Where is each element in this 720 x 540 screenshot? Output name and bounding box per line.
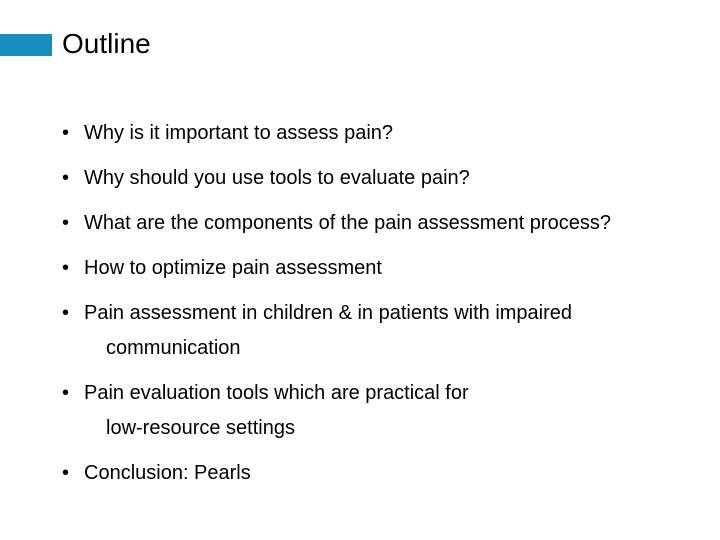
list-item-text: What are the components of the pain asse… xyxy=(84,212,611,234)
list-item: What are the components of the pain asse… xyxy=(62,208,680,239)
list-item-text: Pain assessment in children & in patient… xyxy=(84,302,572,324)
list-item-text: How to optimize pain assessment xyxy=(84,257,382,279)
list-item-text: Pain evaluation tools which are practica… xyxy=(84,382,469,404)
list-item-text: Why should you use tools to evaluate pai… xyxy=(84,167,470,189)
accent-bar xyxy=(0,34,52,56)
list-item: How to optimize pain assessment xyxy=(62,253,680,284)
slide: { "accent_color": "#188bbf", "accent_bar… xyxy=(0,0,720,540)
list-item: Why is it important to assess pain? xyxy=(62,118,680,149)
slide-title: Outline xyxy=(62,28,151,60)
bullet-list: Why is it important to assess pain? Why … xyxy=(62,118,680,503)
list-item-text: Why is it important to assess pain? xyxy=(84,122,393,144)
list-item-text: Conclusion: Pearls xyxy=(84,462,251,484)
list-item: Conclusion: Pearls xyxy=(62,458,680,489)
list-item: Why should you use tools to evaluate pai… xyxy=(62,163,680,194)
list-item: Pain evaluation tools which are practica… xyxy=(62,378,680,444)
list-item-cont: low-resource settings xyxy=(84,413,680,444)
list-item: Pain assessment in children & in patient… xyxy=(62,298,680,364)
list-item-cont: communication xyxy=(84,333,680,364)
